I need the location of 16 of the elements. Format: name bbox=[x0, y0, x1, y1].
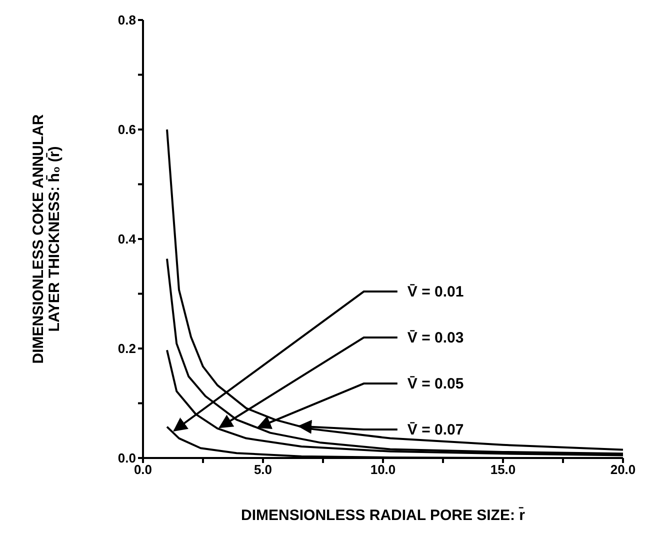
y-tick-label: 0.0 bbox=[118, 450, 136, 466]
x-tick-label: 10.0 bbox=[370, 462, 396, 478]
annotation: V̄ = 0.01 bbox=[407, 284, 464, 301]
y-tick-label: 0.8 bbox=[118, 12, 136, 28]
x-tick-label: 5.0 bbox=[254, 462, 272, 478]
annotation: V̄ = 0.05 bbox=[407, 376, 464, 393]
y-axis-title: DIMENSIONLESS COKE ANNULAR LAYER THICKNESS: h̄₀ (r̄) bbox=[30, 114, 63, 364]
annotation: V̄ = 0.03 bbox=[407, 330, 464, 347]
annotation: V̄ = 0.07 bbox=[407, 422, 464, 439]
x-axis-title: DIMENSIONLESS RADIAL PORE SIZE: r̄ bbox=[241, 507, 526, 524]
x-tick-label: 0.0 bbox=[134, 462, 152, 478]
x-tick-label: 20.0 bbox=[610, 462, 636, 478]
y-tick-label: 0.4 bbox=[118, 232, 137, 247]
y-tick-label: 0.6 bbox=[118, 122, 136, 138]
y-tick-label: 0.2 bbox=[118, 341, 136, 356]
x-tick-label: 15.0 bbox=[490, 462, 516, 478]
